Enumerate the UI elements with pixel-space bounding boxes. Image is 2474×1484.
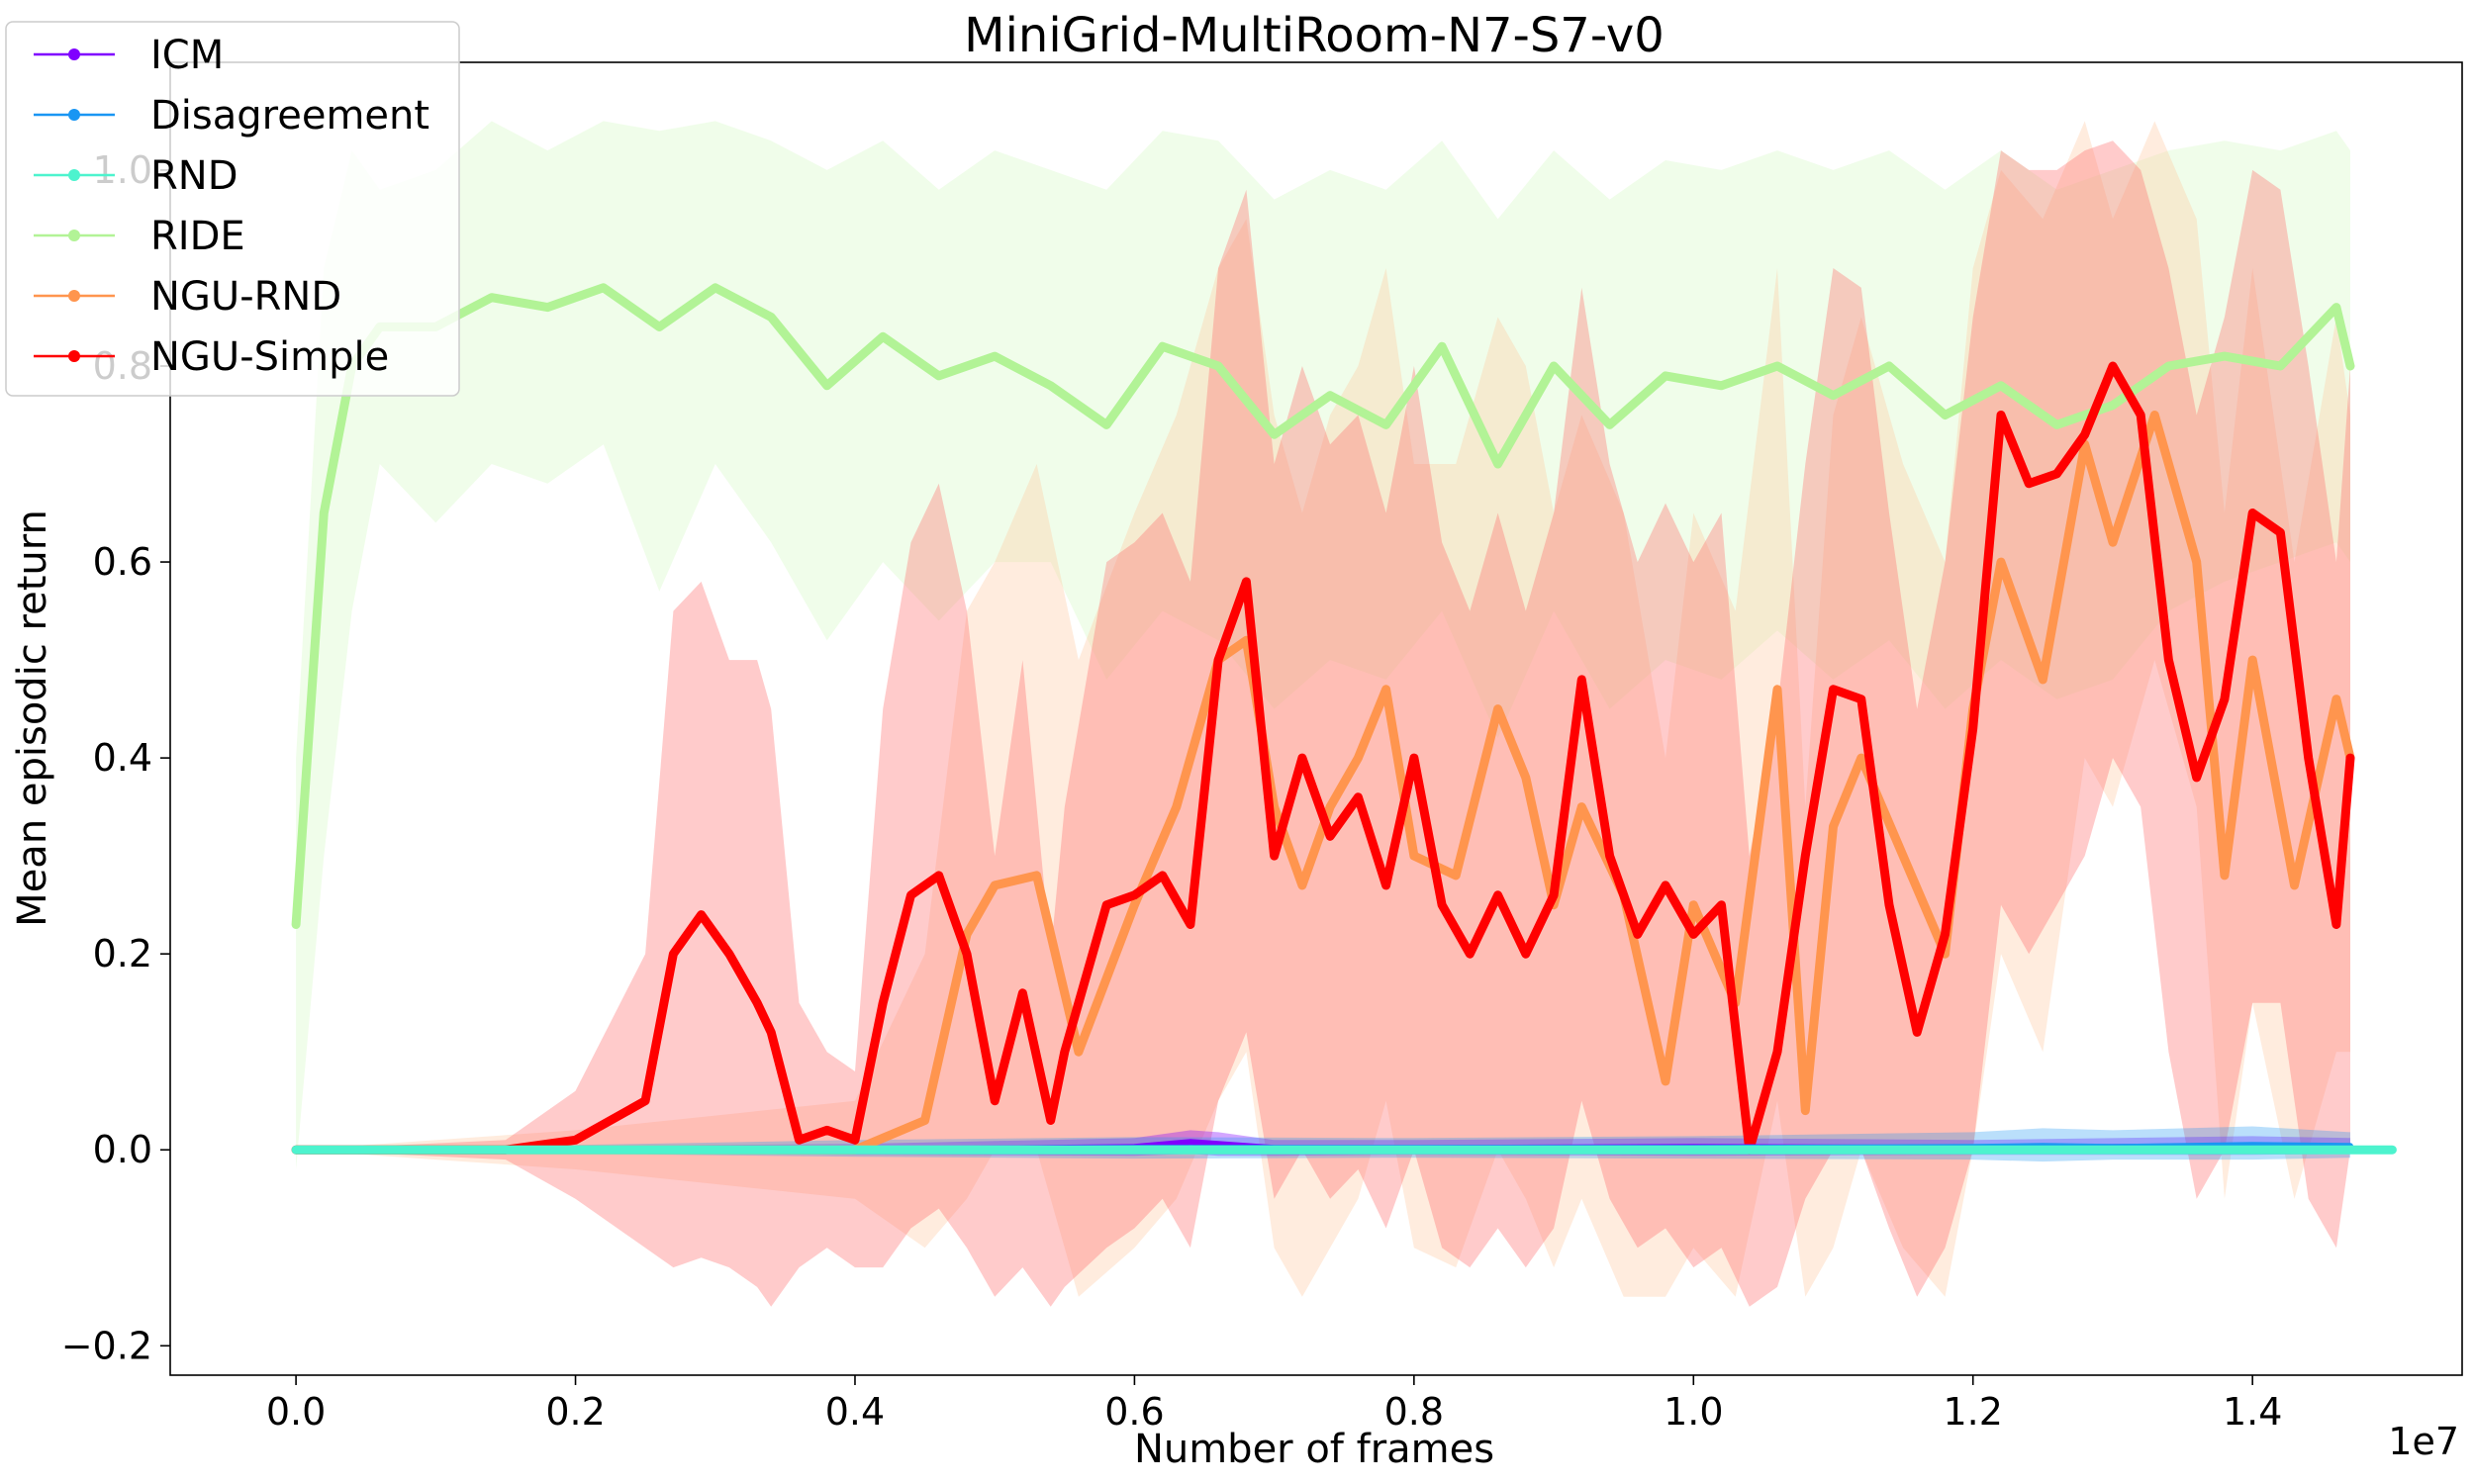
legend-marker-ngu-rnd bbox=[68, 290, 80, 302]
y-tick-label: −0.2 bbox=[61, 1324, 152, 1367]
line-ngu-rnd bbox=[291, 411, 2355, 1155]
line-ride bbox=[291, 283, 2355, 929]
legend: ICM Disagreement RND RIDE NGU-RND NGU-Simple bbox=[5, 21, 460, 397]
x-axis: 0.0 0.2 0.4 0.6 0.8 1.0 1.2 1.4 bbox=[266, 1375, 2282, 1434]
legend-marker-ngu-simple bbox=[68, 350, 80, 362]
series-lines bbox=[291, 283, 2397, 1155]
legend-label-ngu-simple: NGU-Simple bbox=[150, 334, 389, 380]
legend-label-disagreement: Disagreement bbox=[150, 93, 429, 139]
band-ngu-rnd bbox=[296, 121, 2350, 1297]
x-tick-label: 0.2 bbox=[545, 1390, 605, 1434]
legend-label-icm: ICM bbox=[150, 33, 224, 78]
band-ride bbox=[296, 121, 2350, 1169]
chart-title: MiniGrid-MultiRoom-N7-S7-v0 bbox=[964, 8, 1665, 63]
band-ngu-simple bbox=[296, 140, 2350, 1307]
x-tick-label: 0.6 bbox=[1104, 1390, 1164, 1434]
x-tick-label: 1.0 bbox=[1664, 1390, 1723, 1434]
y-axis-label: Mean episodic return bbox=[10, 510, 55, 927]
y-tick-label: 0.4 bbox=[93, 736, 152, 780]
x-tick-label: 1.2 bbox=[1944, 1390, 2003, 1434]
legend-box bbox=[5, 21, 460, 397]
legend-marker-rnd bbox=[68, 169, 80, 181]
legend-label-rnd: RND bbox=[150, 153, 238, 199]
plot-frame bbox=[169, 61, 2463, 1376]
x-tick-label: 0.8 bbox=[1384, 1390, 1444, 1434]
confidence-bands bbox=[296, 121, 2393, 1307]
legend-label-ride: RIDE bbox=[150, 214, 245, 259]
y-tick-label: 0.6 bbox=[93, 540, 152, 584]
legend-marker-ride bbox=[68, 230, 80, 241]
legend-label-ngu-rnd: NGU-RND bbox=[150, 274, 341, 320]
x-axis-offset-label: 1e7 bbox=[2388, 1420, 2459, 1463]
legend-marker-disagreement bbox=[68, 109, 80, 121]
legend-marker-icm bbox=[68, 48, 80, 60]
line-ngu-simple bbox=[291, 361, 2355, 1155]
x-tick-label: 0.0 bbox=[266, 1390, 326, 1434]
y-tick-label: 0.0 bbox=[93, 1128, 152, 1171]
x-tick-label: 1.4 bbox=[2223, 1390, 2282, 1434]
y-tick-label: 0.2 bbox=[93, 932, 152, 975]
x-axis-label: Number of frames bbox=[1134, 1427, 1494, 1472]
x-tick-label: 0.4 bbox=[825, 1390, 885, 1434]
